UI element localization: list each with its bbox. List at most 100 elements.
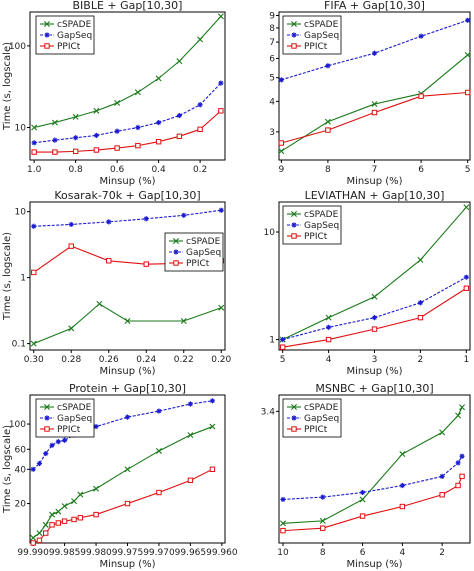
x-tick-label: 99.965 — [175, 548, 207, 558]
data-point-ppict — [61, 518, 68, 524]
data-point-cspade — [124, 466, 131, 473]
data-point-gapseq — [197, 102, 203, 108]
data-point-ppict — [49, 522, 55, 528]
chart-panel-6: MSNBC + Gap[10,30] 10 8 6 4 2 3.4 Minsup (%) cSP… — [261, 382, 471, 570]
chart-panel-2: FIFA + Gap[10,30] 9 8 7 6 5 3 4 5 6 7 8 9 Minsup (%) c… — [269, 0, 471, 187]
x-tick-label: 6 — [418, 165, 424, 175]
y-tick-label: 7 — [269, 38, 275, 48]
legend-marker-gapseq — [44, 32, 50, 38]
data-point-gapseq — [135, 124, 141, 131]
x-tick-label: 0.4 — [151, 165, 166, 175]
legend-marker-ppict — [173, 260, 179, 266]
data-point-gapseq — [93, 423, 99, 430]
data-point-cspade — [93, 485, 100, 492]
data-point-gapseq — [399, 482, 405, 489]
x-tick-label: 2 — [439, 548, 445, 558]
x-tick-label: 4 — [326, 355, 332, 365]
data-point-ppict — [68, 243, 74, 249]
y-tick-label: 40 — [15, 465, 27, 475]
data-point-gapseq — [325, 324, 332, 330]
data-point-cspade — [49, 511, 56, 518]
legend-label-cspade: cSPADE — [304, 20, 339, 30]
data-point-ppict — [218, 108, 224, 114]
x-tick-label: 99.975 — [112, 548, 144, 558]
data-point-cspade — [55, 508, 62, 515]
legend-label-cspade: cSPADE — [186, 237, 221, 247]
data-point-cspade — [61, 503, 68, 510]
data-point-gapseq — [143, 216, 149, 222]
y-tick-label: 10 — [264, 228, 276, 238]
data-point-ppict — [459, 473, 465, 480]
data-point-ppict — [187, 477, 194, 484]
chart-panel-5: Protein + Gap[10,30]99.990 99.985 99.980 99… — [2, 382, 238, 570]
x-tick-label: 5 — [280, 355, 286, 365]
data-point-cspade — [30, 340, 37, 347]
series-line-cspade — [281, 54, 469, 152]
data-point-cspade — [72, 113, 79, 120]
x-axis-label: Minsup (%) — [99, 559, 155, 570]
data-point-cspade — [217, 13, 224, 20]
chart-title: MSNBC + Gap[10,30] — [315, 382, 433, 395]
data-point-gapseq — [371, 315, 378, 321]
legend-marker-cspade — [291, 211, 297, 217]
data-point-gapseq — [49, 442, 55, 448]
legend-label-gapseq: GapSeq — [304, 221, 339, 231]
legend-marker-gapseq — [44, 415, 50, 421]
data-point-ppict — [114, 145, 120, 151]
data-point-ppict — [279, 344, 286, 350]
x-tick-label: 99.990 — [17, 548, 49, 558]
series-line-cspade — [34, 15, 222, 129]
data-point-gapseq — [124, 414, 131, 420]
x-axis-label: Minsup (%) — [346, 366, 402, 377]
chart-title: LEVIATHAN + Gap[10,30] — [305, 189, 445, 202]
data-point-ppict — [55, 520, 62, 526]
data-point-cspade — [155, 75, 162, 82]
data-point-ppict — [155, 139, 162, 145]
series-line-ppict — [34, 110, 222, 153]
x-tick-label: 0.20 — [211, 355, 231, 365]
data-point-ppict — [399, 503, 406, 510]
legend-label-cspade: cSPADE — [57, 403, 92, 413]
x-tick-label: 8 — [325, 165, 331, 175]
y-tick-label: 60 — [15, 445, 27, 455]
legend-label-gapseq: GapSeq — [186, 248, 221, 258]
x-tick-label: 0.28 — [61, 355, 81, 365]
data-point-gapseq — [455, 460, 461, 466]
y-tick-label: 3.4 — [261, 407, 276, 417]
x-tick-label: 1 — [463, 355, 469, 365]
legend-label-gapseq: GapSeq — [57, 31, 92, 41]
data-point-cspade — [176, 58, 183, 65]
data-point-ppict — [31, 269, 37, 276]
data-point-cspade — [71, 498, 78, 505]
legend-label-ppict: PPICt — [57, 425, 81, 435]
y-tick-label: 10 — [15, 124, 27, 134]
legend-label-gapseq: GapSeq — [304, 414, 339, 424]
x-tick-label: 0.8 — [68, 165, 83, 175]
legend-marker-gapseq — [291, 222, 297, 228]
x-tick-label: 0.22 — [174, 355, 194, 365]
data-point-ppict — [325, 336, 332, 343]
legend-label-gapseq: GapSeq — [57, 414, 92, 424]
data-point-ppict — [30, 540, 36, 546]
chart-panel-3: Kosarak-70k + Gap[10,30] 0.30 0.28 0.26 0.24… — [2, 189, 232, 377]
data-point-cspade — [134, 89, 141, 96]
series-line-ppict — [32, 468, 213, 544]
series-line-gapseq — [282, 276, 467, 341]
data-point-gapseq — [106, 219, 112, 225]
x-tick-label: 3 — [372, 355, 378, 365]
y-tick-label: 5 — [269, 74, 275, 84]
x-tick-label: 99.980 — [80, 548, 112, 558]
data-point-ppict — [124, 500, 131, 507]
data-point-gapseq — [278, 77, 284, 83]
data-point-cspade — [325, 314, 332, 321]
y-tick-label: 9 — [269, 11, 275, 21]
data-point-gapseq — [55, 439, 61, 445]
data-point-ppict — [209, 466, 216, 473]
data-point-ppict — [93, 511, 99, 518]
data-point-gapseq — [187, 401, 194, 407]
data-point-ppict — [455, 482, 461, 489]
legend-marker-ppict — [291, 43, 297, 49]
